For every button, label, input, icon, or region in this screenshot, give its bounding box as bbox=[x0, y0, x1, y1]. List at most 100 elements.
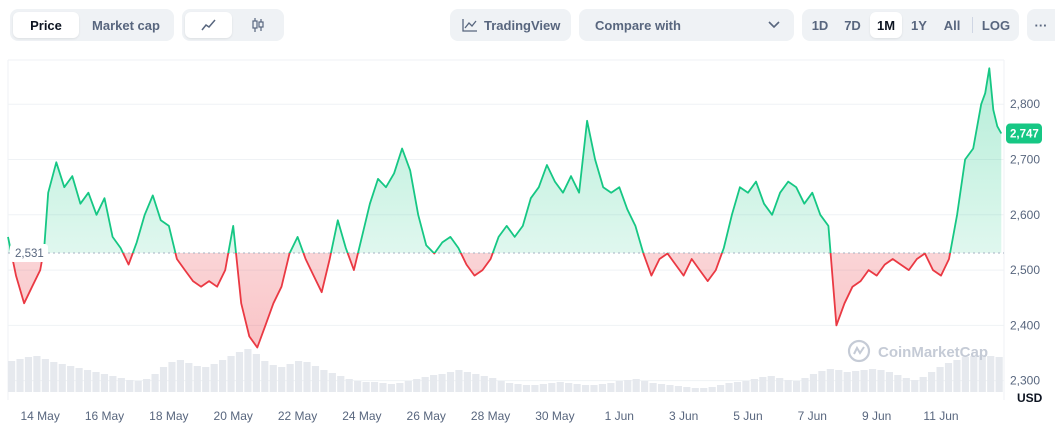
volume-bar bbox=[809, 374, 818, 392]
price-marketcap-toggle: Price Market cap bbox=[10, 9, 174, 41]
volume-bar bbox=[683, 387, 691, 392]
volume-bar bbox=[531, 385, 539, 392]
volume-bar bbox=[294, 361, 303, 392]
volume-bar bbox=[320, 370, 328, 392]
volume-bar bbox=[176, 360, 184, 392]
watermark-text: CoinMarketCap bbox=[878, 344, 988, 361]
volume-bar bbox=[126, 380, 134, 392]
volume-bar bbox=[902, 378, 910, 392]
tradingview-label: TradingView bbox=[484, 17, 561, 33]
volume-bar bbox=[159, 367, 168, 392]
tradingview-button[interactable]: TradingView bbox=[450, 9, 571, 41]
volume-bar bbox=[446, 372, 455, 392]
chart-type-toggle bbox=[182, 9, 284, 41]
x-axis: 14 May 16 May 18 May 20 May 22 May 24 May 26 M… bbox=[20, 409, 958, 423]
more-options-button[interactable]: ··· bbox=[1027, 9, 1055, 41]
volume-bar bbox=[835, 370, 843, 392]
volume-bar bbox=[936, 367, 944, 392]
price-area bbox=[8, 68, 1002, 348]
line-chart-button[interactable] bbox=[185, 12, 232, 38]
volume-bar bbox=[792, 381, 801, 392]
x-tick-label: 22 May bbox=[278, 409, 317, 423]
volume-bar bbox=[235, 352, 244, 392]
volume-bar bbox=[438, 374, 446, 392]
range-1y[interactable]: 1Y bbox=[911, 17, 927, 33]
range-1m[interactable]: 1M bbox=[870, 12, 902, 38]
candlestick-chart-button[interactable] bbox=[234, 12, 281, 38]
volume-bar bbox=[657, 384, 666, 392]
volume-bar bbox=[489, 378, 497, 392]
tab-market-cap[interactable]: Market cap bbox=[92, 17, 160, 33]
coinmarketcap-logo-icon bbox=[847, 339, 871, 363]
y-tick-label: 2,800 bbox=[1010, 97, 1040, 111]
range-7d[interactable]: 7D bbox=[844, 17, 861, 33]
chart-trend-icon bbox=[462, 19, 477, 32]
y-tick-label: 2,500 bbox=[1010, 263, 1040, 277]
volume-bar bbox=[641, 381, 649, 392]
volume-bar bbox=[573, 384, 581, 392]
volume-bar bbox=[303, 362, 311, 392]
volume-bar bbox=[885, 372, 894, 392]
tab-price[interactable]: Price bbox=[13, 12, 79, 38]
y-tick-label: 2,700 bbox=[1010, 153, 1040, 167]
volume-bar bbox=[987, 356, 995, 392]
volume-bar bbox=[168, 362, 176, 392]
current-price-value: 2,747 bbox=[1010, 129, 1039, 141]
volume-bar bbox=[50, 362, 58, 392]
volume-bar bbox=[944, 363, 953, 392]
volume-bar bbox=[801, 378, 809, 392]
volume-bar bbox=[514, 384, 522, 392]
volume-bar bbox=[185, 363, 193, 392]
volume-bar bbox=[784, 380, 792, 392]
volume-bar bbox=[92, 372, 100, 392]
price-line bbox=[7, 67, 1003, 349]
x-tick-label: 7 Jun bbox=[798, 409, 827, 423]
price-line-up bbox=[7, 67, 1003, 253]
y-tick-label: 2,400 bbox=[1010, 318, 1040, 332]
volume-bar bbox=[877, 370, 885, 392]
x-tick-label: 3 Jun bbox=[669, 409, 698, 423]
volume-bar bbox=[852, 371, 860, 392]
volume-bar bbox=[463, 372, 471, 392]
volume-bar bbox=[497, 381, 505, 392]
volume-bar bbox=[919, 377, 927, 392]
volume-bar bbox=[556, 382, 564, 392]
volume-bar bbox=[244, 349, 252, 392]
x-tick-label: 9 Jun bbox=[862, 409, 891, 423]
volume-bar bbox=[767, 376, 775, 392]
volume-bar bbox=[252, 354, 260, 392]
volume-bar bbox=[421, 377, 429, 392]
volume-bar bbox=[911, 380, 919, 392]
volume-bar bbox=[109, 376, 117, 392]
volume-bar bbox=[261, 361, 269, 392]
range-1d[interactable]: 1D bbox=[811, 17, 829, 33]
volume-bar bbox=[700, 388, 708, 392]
x-tick-label: 20 May bbox=[214, 409, 253, 423]
volume-bar bbox=[311, 366, 320, 392]
range-divider bbox=[972, 17, 973, 33]
volume-bar bbox=[607, 383, 615, 392]
volume-bar bbox=[202, 367, 210, 392]
range-all[interactable]: All bbox=[943, 17, 961, 33]
volume-bar bbox=[894, 375, 902, 392]
volume-bar bbox=[708, 387, 716, 392]
log-scale-button[interactable]: LOG bbox=[981, 17, 1011, 33]
volume-bar bbox=[404, 381, 412, 392]
volume-bar bbox=[278, 367, 286, 392]
volume-bar bbox=[362, 382, 370, 392]
x-tick-label: 18 May bbox=[149, 409, 188, 423]
volume-bar bbox=[117, 378, 125, 392]
volume-bar bbox=[961, 357, 969, 392]
volume-bar bbox=[598, 384, 607, 392]
volume-bar bbox=[41, 359, 49, 392]
volume-bar bbox=[480, 376, 488, 392]
volume-bar bbox=[328, 373, 336, 392]
volume-bar bbox=[455, 370, 463, 392]
compare-with-dropdown[interactable]: Compare with bbox=[579, 9, 794, 41]
y-tick-label: 2,300 bbox=[1010, 374, 1040, 388]
volume-bar bbox=[581, 385, 590, 392]
volume-bar bbox=[151, 374, 159, 392]
volume-bar bbox=[193, 366, 201, 392]
volume-bar bbox=[472, 374, 480, 392]
